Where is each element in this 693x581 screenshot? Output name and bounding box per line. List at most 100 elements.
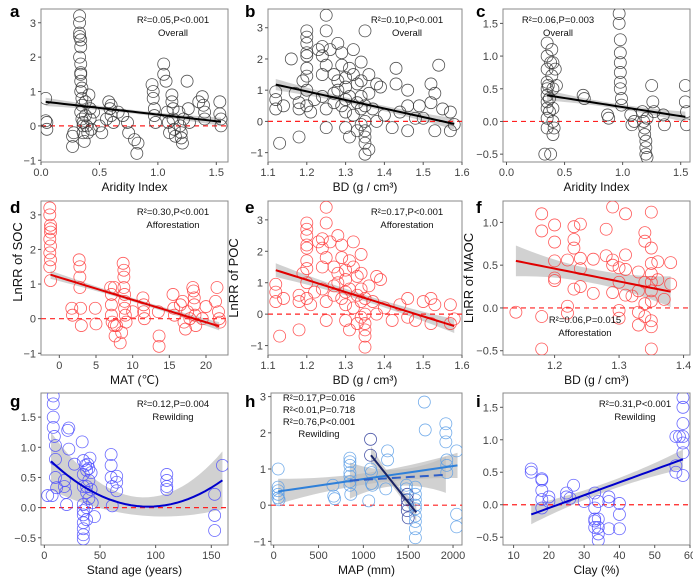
data-point [118,294,131,308]
data-point [319,9,333,22]
data-point [561,253,574,267]
data-point [181,305,195,319]
data-point [676,393,690,404]
data-point [300,262,314,275]
data-point [370,115,384,128]
data-point [137,312,151,326]
data-point [46,397,60,411]
fit-line-0 [275,269,455,328]
data-point [443,105,457,119]
x-tick-label: 1.3 [338,167,353,179]
data-point [358,292,372,305]
x-tick-label: 10 [507,550,519,562]
data-point [424,77,438,91]
data-point [102,95,116,109]
x-axis-title: Aridity Index [563,180,629,194]
panel-g: 0 50 100 150 −0.5 0.0 0.5 1.0 1.5 Stand age (year… [10,392,229,577]
data-point [599,249,613,263]
data-point [374,80,387,94]
data-point [680,105,690,119]
data-point [339,71,353,85]
data-point [535,493,549,506]
data-point [602,490,616,504]
data-point [535,207,549,221]
x-tick-label: 2000 [441,550,465,562]
data-point [216,458,228,472]
data-point [632,265,645,279]
data-point [350,96,364,110]
x-tick-label: 1.6 [454,167,469,179]
data-point [381,444,394,458]
data-point [73,281,87,294]
x-axis-title: MAP (mm) [338,563,395,577]
data-point [110,475,124,489]
data-point [300,24,314,38]
plot-area [503,201,690,355]
x-tick-label: 5 [93,360,99,372]
data-point [354,74,368,88]
data-point [331,266,345,280]
data-point [676,400,690,414]
data-point [567,282,581,296]
data-point [439,417,453,431]
data-point [543,92,556,105]
data-point [669,459,683,473]
data-point [72,253,86,267]
data-point [651,273,665,287]
panel-e: 1.1 1.2 1.3 1.4 1.5 1.6 −1 0 1 2 3 BD (g / cm³) LnRR… [226,198,470,387]
data-point [362,143,376,156]
data-point [638,121,652,135]
stats-annotation: R²=0.17,P=0.016 [283,393,355,404]
data-point [588,514,602,528]
data-point [346,68,360,81]
data-point [561,299,574,313]
data-point [358,317,372,330]
data-point [214,119,228,133]
data-point [269,102,283,116]
data-point [612,261,626,275]
data-point [343,469,357,483]
data-point [74,74,88,88]
data-point [73,260,87,274]
data-point [602,522,616,536]
data-point [41,116,54,129]
data-point [116,256,130,270]
data-point [108,329,122,343]
data-point [439,435,453,449]
data-point [577,92,591,105]
data-point [151,305,165,319]
data-point [292,323,306,337]
data-point [300,229,314,242]
data-point [544,147,558,161]
panel-letter: i [476,392,481,411]
data-point [327,86,341,100]
data-point [343,458,357,472]
data-point [370,307,384,321]
data-point [160,483,174,496]
fit-line-0 [515,259,671,293]
x-tick-label: 10 [127,360,139,372]
data-point [385,121,399,135]
x-tick-label: 1000 [351,550,375,562]
x-tick-label: 100 [146,550,164,562]
data-point [358,124,372,138]
data-point [188,308,202,322]
stats-annotation: Overall [543,28,573,39]
data-point [540,101,554,115]
data-point [117,270,131,284]
data-point [74,57,88,71]
panel-letter: b [245,2,255,21]
data-point [269,285,283,299]
data-point [277,292,290,305]
panel-h: 0 500 1000 1500 2000 −1 0 1 2 3 MAP (mm) h R²=0.17,P… [245,392,465,577]
data-point [209,294,222,308]
data-point [269,85,283,99]
data-point [277,99,290,113]
data-point [591,521,605,534]
x-tick-label: 1.0 [615,167,630,179]
data-point [343,254,356,268]
y-tick-label: −1 [23,348,36,360]
data-point [43,246,57,260]
data-point [183,116,196,129]
data-point [210,281,224,294]
